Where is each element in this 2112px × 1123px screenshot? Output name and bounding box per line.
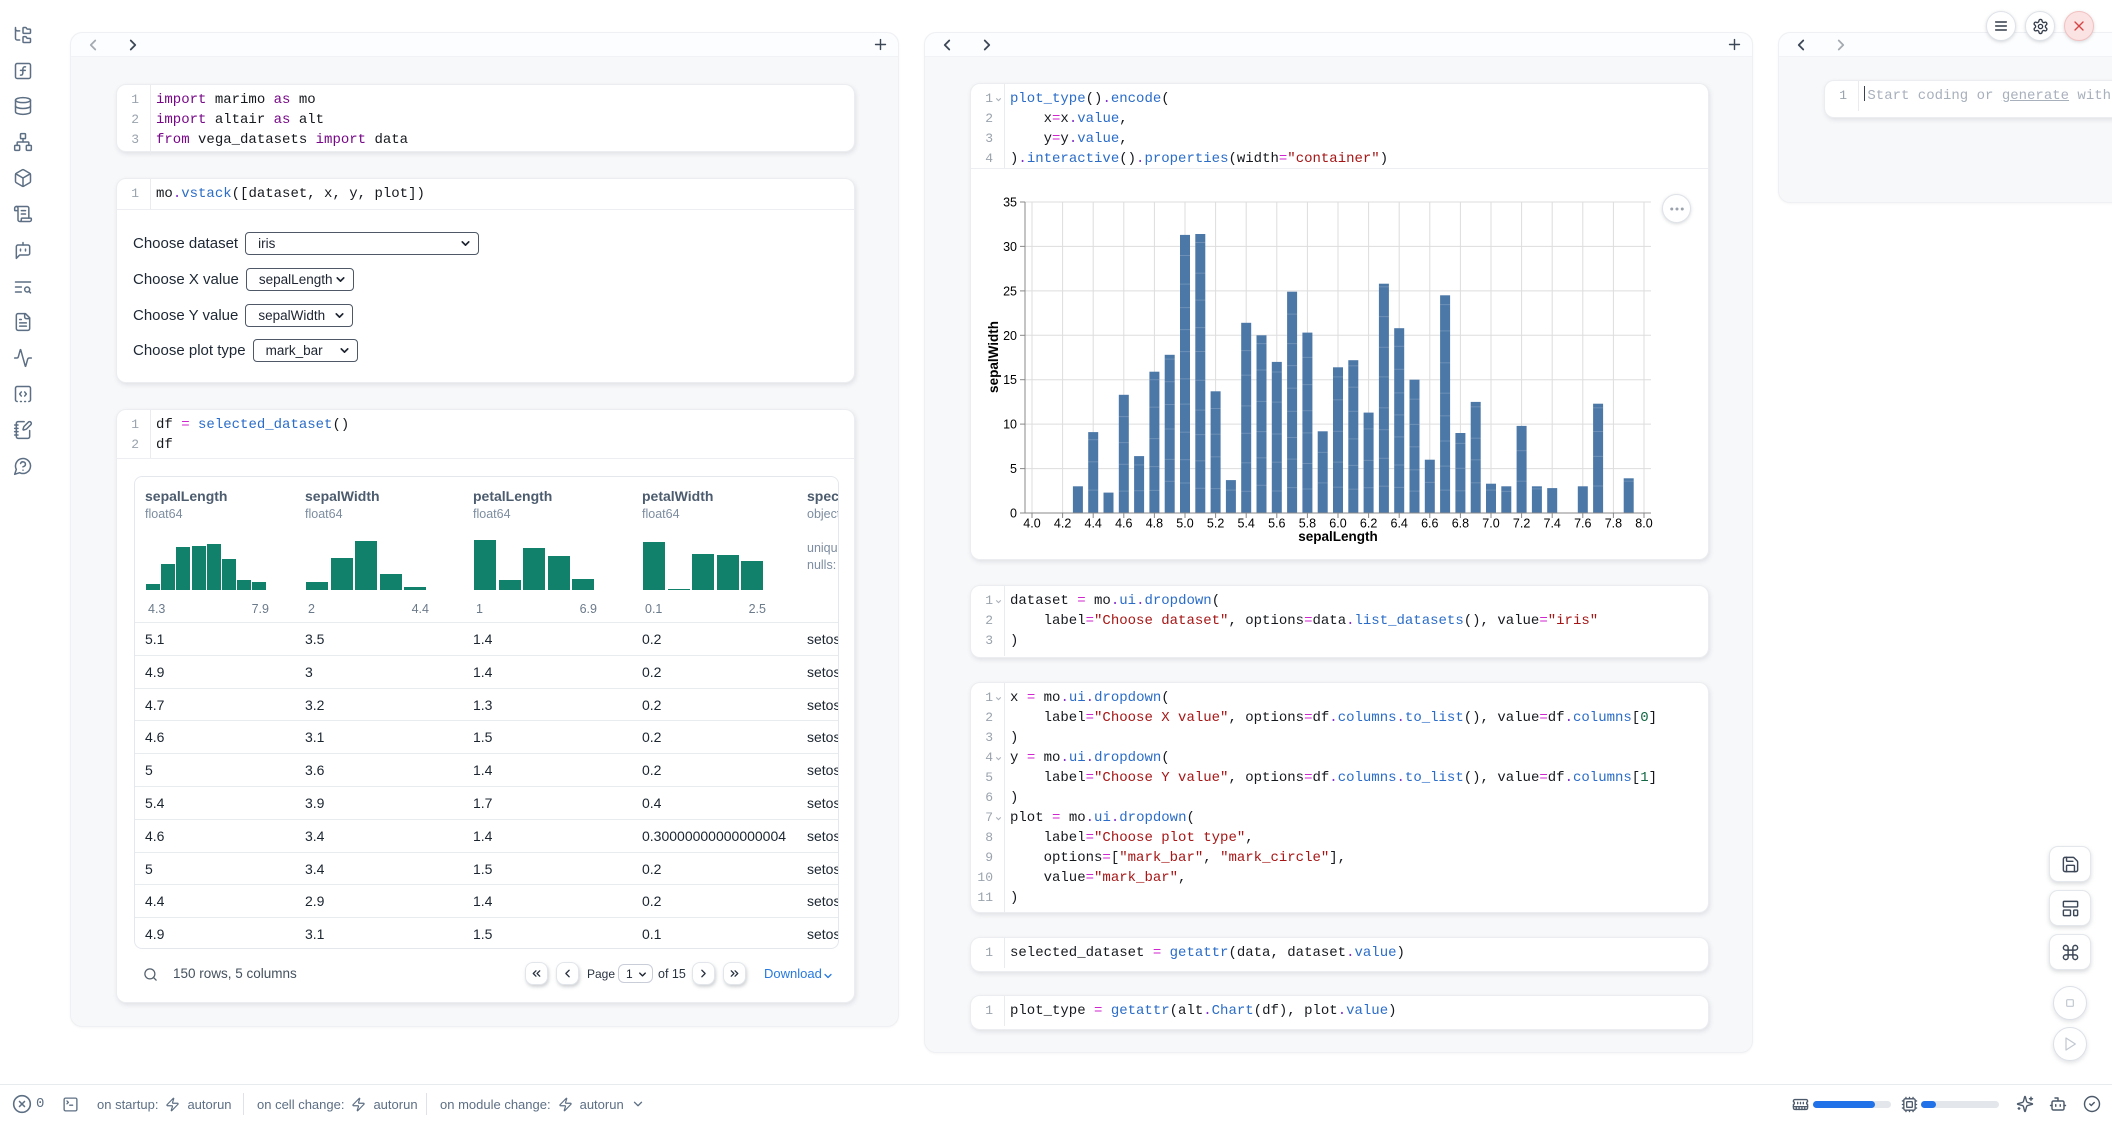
svg-text:6.0: 6.0 (1329, 517, 1346, 531)
svg-text:5.8: 5.8 (1299, 517, 1316, 531)
svg-text:6.8: 6.8 (1452, 517, 1469, 531)
svg-text:0: 0 (1010, 507, 1017, 521)
svg-text:15: 15 (1003, 373, 1017, 387)
svg-text:7.8: 7.8 (1605, 517, 1622, 531)
svg-text:30: 30 (1003, 240, 1017, 254)
svg-text:7.6: 7.6 (1574, 517, 1591, 531)
svg-text:8.0: 8.0 (1635, 517, 1652, 531)
svg-text:6.2: 6.2 (1360, 517, 1377, 531)
svg-text:6.4: 6.4 (1391, 517, 1408, 531)
svg-text:5.6: 5.6 (1268, 517, 1285, 531)
svg-text:sepalLength: sepalLength (1298, 529, 1378, 544)
svg-text:25: 25 (1003, 284, 1017, 298)
svg-text:5.2: 5.2 (1207, 517, 1224, 531)
svg-text:7.4: 7.4 (1544, 517, 1561, 531)
svg-text:6.6: 6.6 (1421, 517, 1438, 531)
svg-text:20: 20 (1003, 329, 1017, 343)
svg-text:5.0: 5.0 (1176, 517, 1193, 531)
svg-text:7.2: 7.2 (1513, 517, 1530, 531)
svg-text:35: 35 (1003, 196, 1017, 210)
svg-text:5.4: 5.4 (1238, 517, 1255, 531)
svg-text:4.0: 4.0 (1023, 517, 1040, 531)
svg-text:4.8: 4.8 (1146, 517, 1163, 531)
svg-text:5: 5 (1010, 462, 1017, 476)
svg-text:4.6: 4.6 (1115, 517, 1132, 531)
svg-text:4.4: 4.4 (1085, 517, 1102, 531)
svg-text:4.2: 4.2 (1054, 517, 1071, 531)
svg-text:7.0: 7.0 (1482, 517, 1499, 531)
svg-text:sepalWidth: sepalWidth (986, 321, 1001, 393)
svg-text:10: 10 (1003, 418, 1017, 432)
